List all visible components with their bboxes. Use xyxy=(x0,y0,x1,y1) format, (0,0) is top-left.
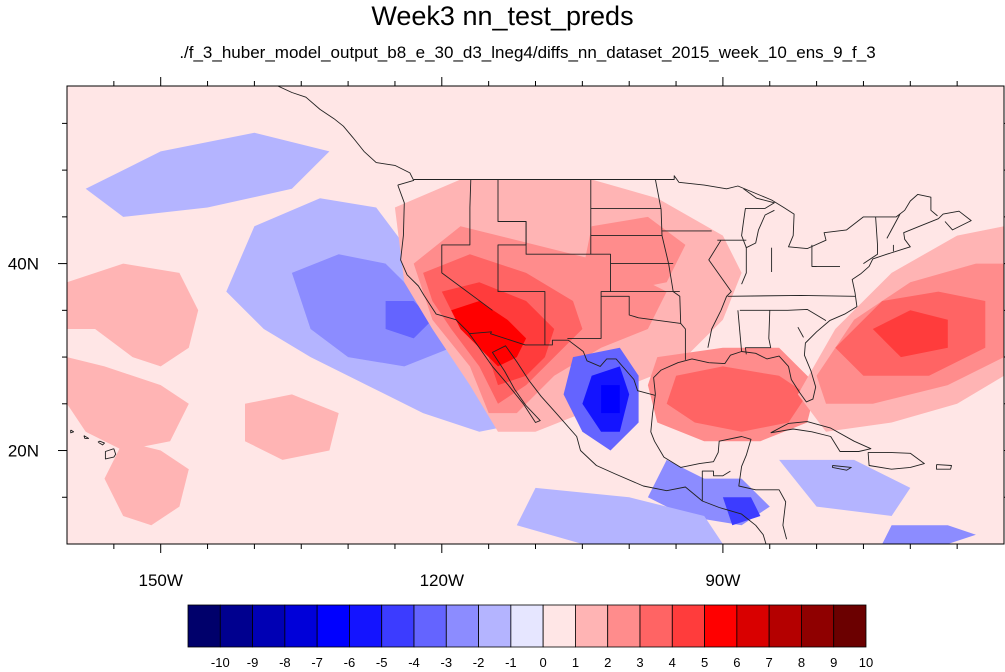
colorbar-swatch xyxy=(349,604,383,648)
field-contour xyxy=(104,441,189,526)
field-contour xyxy=(722,497,761,526)
colorbar-label: 5 xyxy=(701,655,708,670)
field-contour xyxy=(385,301,433,339)
shaded-field xyxy=(67,132,1004,544)
boundary-line xyxy=(727,294,856,297)
colorbar-label: -10 xyxy=(211,655,230,670)
x-tick-label: 150W xyxy=(138,571,182,590)
colorbar-swatch xyxy=(607,604,641,648)
y-tick-label: 40N xyxy=(8,255,39,274)
colorbar-label: -6 xyxy=(344,655,356,670)
colorbar-swatch xyxy=(413,604,447,648)
colorbar-swatch xyxy=(219,604,253,648)
colorbar-swatch xyxy=(704,604,738,648)
colorbar-swatch xyxy=(510,604,544,648)
x-tick-label: 120W xyxy=(420,571,464,590)
colorbar-label: 8 xyxy=(798,655,805,670)
colorbar-swatch xyxy=(187,604,221,648)
plot-title: Week3 nn_test_preds xyxy=(371,1,634,31)
boundary-line xyxy=(770,421,872,452)
colorbar-swatch xyxy=(252,604,286,648)
boundary-line xyxy=(397,184,767,544)
field-contour xyxy=(779,459,911,516)
colorbar-label: 4 xyxy=(669,655,676,670)
colorbar-swatch xyxy=(316,604,350,648)
boundary-line xyxy=(468,331,656,396)
field-contour xyxy=(67,357,189,451)
boundary-line xyxy=(739,308,827,321)
colorbar-label: 10 xyxy=(859,655,873,670)
colorbar: -10 -9 -8 -7 -6 -5 -4 -3 -2 -1 0 1 2 3 4 5 6 7 8 9 10 xyxy=(187,604,873,670)
axis-tick-labels: 150W 120W 90W 40N 20N xyxy=(8,255,741,590)
colorbar-label: -3 xyxy=(441,655,453,670)
colorbar-swatch xyxy=(381,604,415,648)
field-contour xyxy=(451,301,527,367)
boundary-line xyxy=(797,326,804,338)
colorbar-label: -7 xyxy=(311,655,323,670)
colorbar-label: -8 xyxy=(279,655,291,670)
boundary-line xyxy=(277,86,415,186)
boundary-line xyxy=(741,188,775,249)
field-contour xyxy=(85,132,330,217)
boundary-line xyxy=(97,440,105,446)
boundary-line xyxy=(653,210,972,403)
boundary-line xyxy=(601,295,681,324)
colorbar-label: -1 xyxy=(505,655,517,670)
boundary-line xyxy=(707,239,732,348)
boundary-line xyxy=(650,394,788,540)
field-contour xyxy=(245,394,339,460)
colorbar-label: -5 xyxy=(376,655,388,670)
colorbar-label: 6 xyxy=(733,655,740,670)
boundary-line xyxy=(832,465,852,471)
boundary-line xyxy=(104,448,117,460)
boundary-line xyxy=(867,451,925,470)
field-contour xyxy=(882,525,976,544)
field-contour xyxy=(516,487,723,544)
colorbar-swatch xyxy=(671,604,705,648)
coastlines xyxy=(70,86,972,544)
colorbar-label: 3 xyxy=(636,655,643,670)
y-tick-label: 20N xyxy=(8,442,39,461)
boundary-line xyxy=(83,435,90,439)
boundary-line xyxy=(413,175,938,250)
colorbar-swatch xyxy=(768,604,802,648)
colorbar-swatch xyxy=(575,604,609,648)
boundary-line xyxy=(936,464,952,470)
boundary-line xyxy=(441,179,493,311)
boundary-line xyxy=(886,213,901,239)
boundary-line xyxy=(863,216,878,264)
boundary-line xyxy=(70,429,75,434)
colorbar-label: -4 xyxy=(408,655,420,670)
colorbar-swatch xyxy=(736,604,770,648)
boundary-line xyxy=(744,310,772,355)
field-contour xyxy=(291,254,452,367)
colorbar-swatch xyxy=(542,604,576,648)
colorbar-label: 2 xyxy=(604,655,611,670)
boundary-line xyxy=(741,246,747,285)
map-plot-area xyxy=(67,86,1004,544)
field-contour xyxy=(666,366,808,432)
colorbar-swatch xyxy=(284,604,318,648)
x-tick-label: 90W xyxy=(705,571,740,590)
colorbar-label: 7 xyxy=(766,655,773,670)
colorbar-swatch xyxy=(639,604,673,648)
colorbar-label: 1 xyxy=(572,655,579,670)
boundary-line xyxy=(525,221,591,255)
field-contour xyxy=(67,263,199,367)
plot-subtitle: ./f_3_huber_model_output_b8_e_30_d3_lneg… xyxy=(179,43,876,62)
colorbar-swatch xyxy=(801,604,835,648)
boundary-line xyxy=(737,310,743,352)
field-contour xyxy=(872,310,948,358)
colorbar-label: 9 xyxy=(830,655,837,670)
boundary-line xyxy=(497,179,546,345)
colorbar-swatch xyxy=(478,604,512,648)
colorbar-label: 0 xyxy=(540,655,547,670)
colorbar-swatch xyxy=(833,604,867,648)
colorbar-label: -2 xyxy=(473,655,485,670)
field-contour xyxy=(601,385,620,414)
colorbar-label: -9 xyxy=(247,655,259,670)
colorbar-swatch xyxy=(445,604,479,648)
boundary-line xyxy=(701,470,731,501)
